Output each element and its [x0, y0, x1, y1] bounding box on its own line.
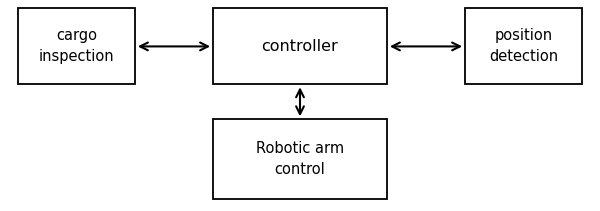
Text: cargo
inspection: cargo inspection: [38, 28, 115, 64]
Bar: [213, 8, 387, 84]
Bar: [465, 8, 582, 84]
Text: controller: controller: [262, 39, 338, 54]
Text: Robotic arm
control: Robotic arm control: [256, 141, 344, 177]
Text: position
detection: position detection: [489, 28, 558, 64]
Bar: [18, 8, 135, 84]
Bar: [213, 119, 387, 199]
